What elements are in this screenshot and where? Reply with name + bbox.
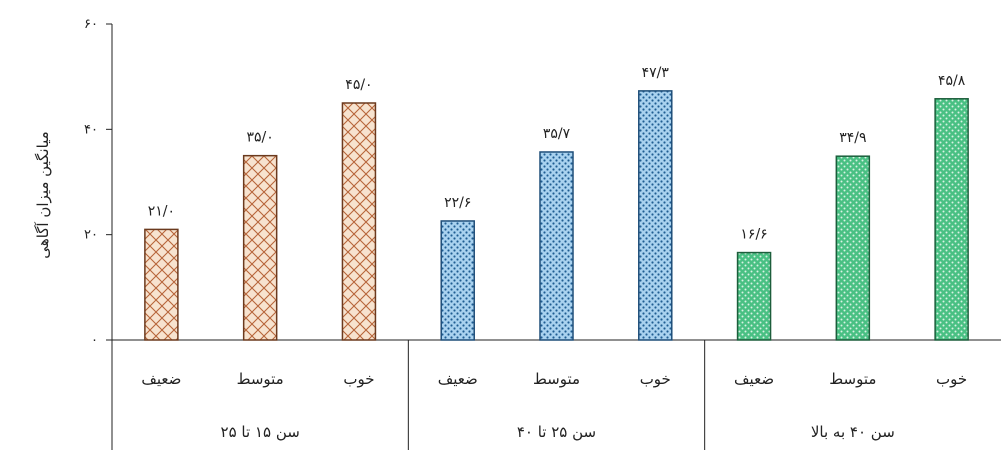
bar (736, 251, 772, 341)
data-label: ۴۷/۳ (642, 65, 670, 81)
y-tick-label: ۴۰ (84, 122, 98, 137)
bar (341, 102, 377, 341)
category-label: متوسط (237, 370, 284, 388)
group-label: سن ۱۵ تا ۲۵ (221, 423, 300, 441)
category-label: خوب (640, 370, 671, 388)
labels-layer: ۴۵/۰ خوب ۳۵/۰ متوسط ۲۱/۰ ضعیف سن ۱۵ تا ۲۵ ۴۷/۳ خ… (141, 65, 967, 441)
bar (440, 220, 475, 341)
data-label: ۳۵/۷ (543, 126, 571, 142)
group-label: سن ۴۰ به بالا (811, 423, 895, 441)
category-label: خوب (936, 370, 967, 388)
group-label: سن ۲۵ تا ۴۰ (517, 423, 596, 441)
data-label: ۴۵/۸ (938, 73, 966, 89)
bar (144, 228, 179, 341)
category-label: ضعیف (734, 370, 774, 388)
bar (242, 154, 278, 341)
y-axis-title: میانگین میزان آگاهی (34, 131, 52, 258)
data-label: ۲۲/۶ (444, 195, 471, 211)
category-label: متوسط (829, 370, 876, 388)
data-label: ۳۵/۰ (247, 130, 274, 146)
bar (934, 98, 969, 341)
data-label: ۴۵/۰ (345, 77, 372, 93)
category-label: متوسط (533, 370, 580, 388)
category-label: ضعیف (141, 370, 181, 388)
data-label: ۳۴/۹ (839, 130, 866, 146)
bars-layer (144, 90, 969, 341)
bar (539, 151, 574, 341)
category-label: خوب (343, 370, 374, 388)
data-label: ۱۶/۶ (740, 227, 767, 243)
y-tick-label: ۶۰ (84, 17, 98, 32)
y-tick-label: ۰ (91, 333, 98, 348)
bar (835, 155, 871, 341)
category-label: ضعیف (438, 370, 478, 388)
y-tick-label: ۲۰ (84, 228, 98, 243)
data-label: ۲۱/۰ (148, 203, 175, 219)
bar (638, 90, 673, 341)
